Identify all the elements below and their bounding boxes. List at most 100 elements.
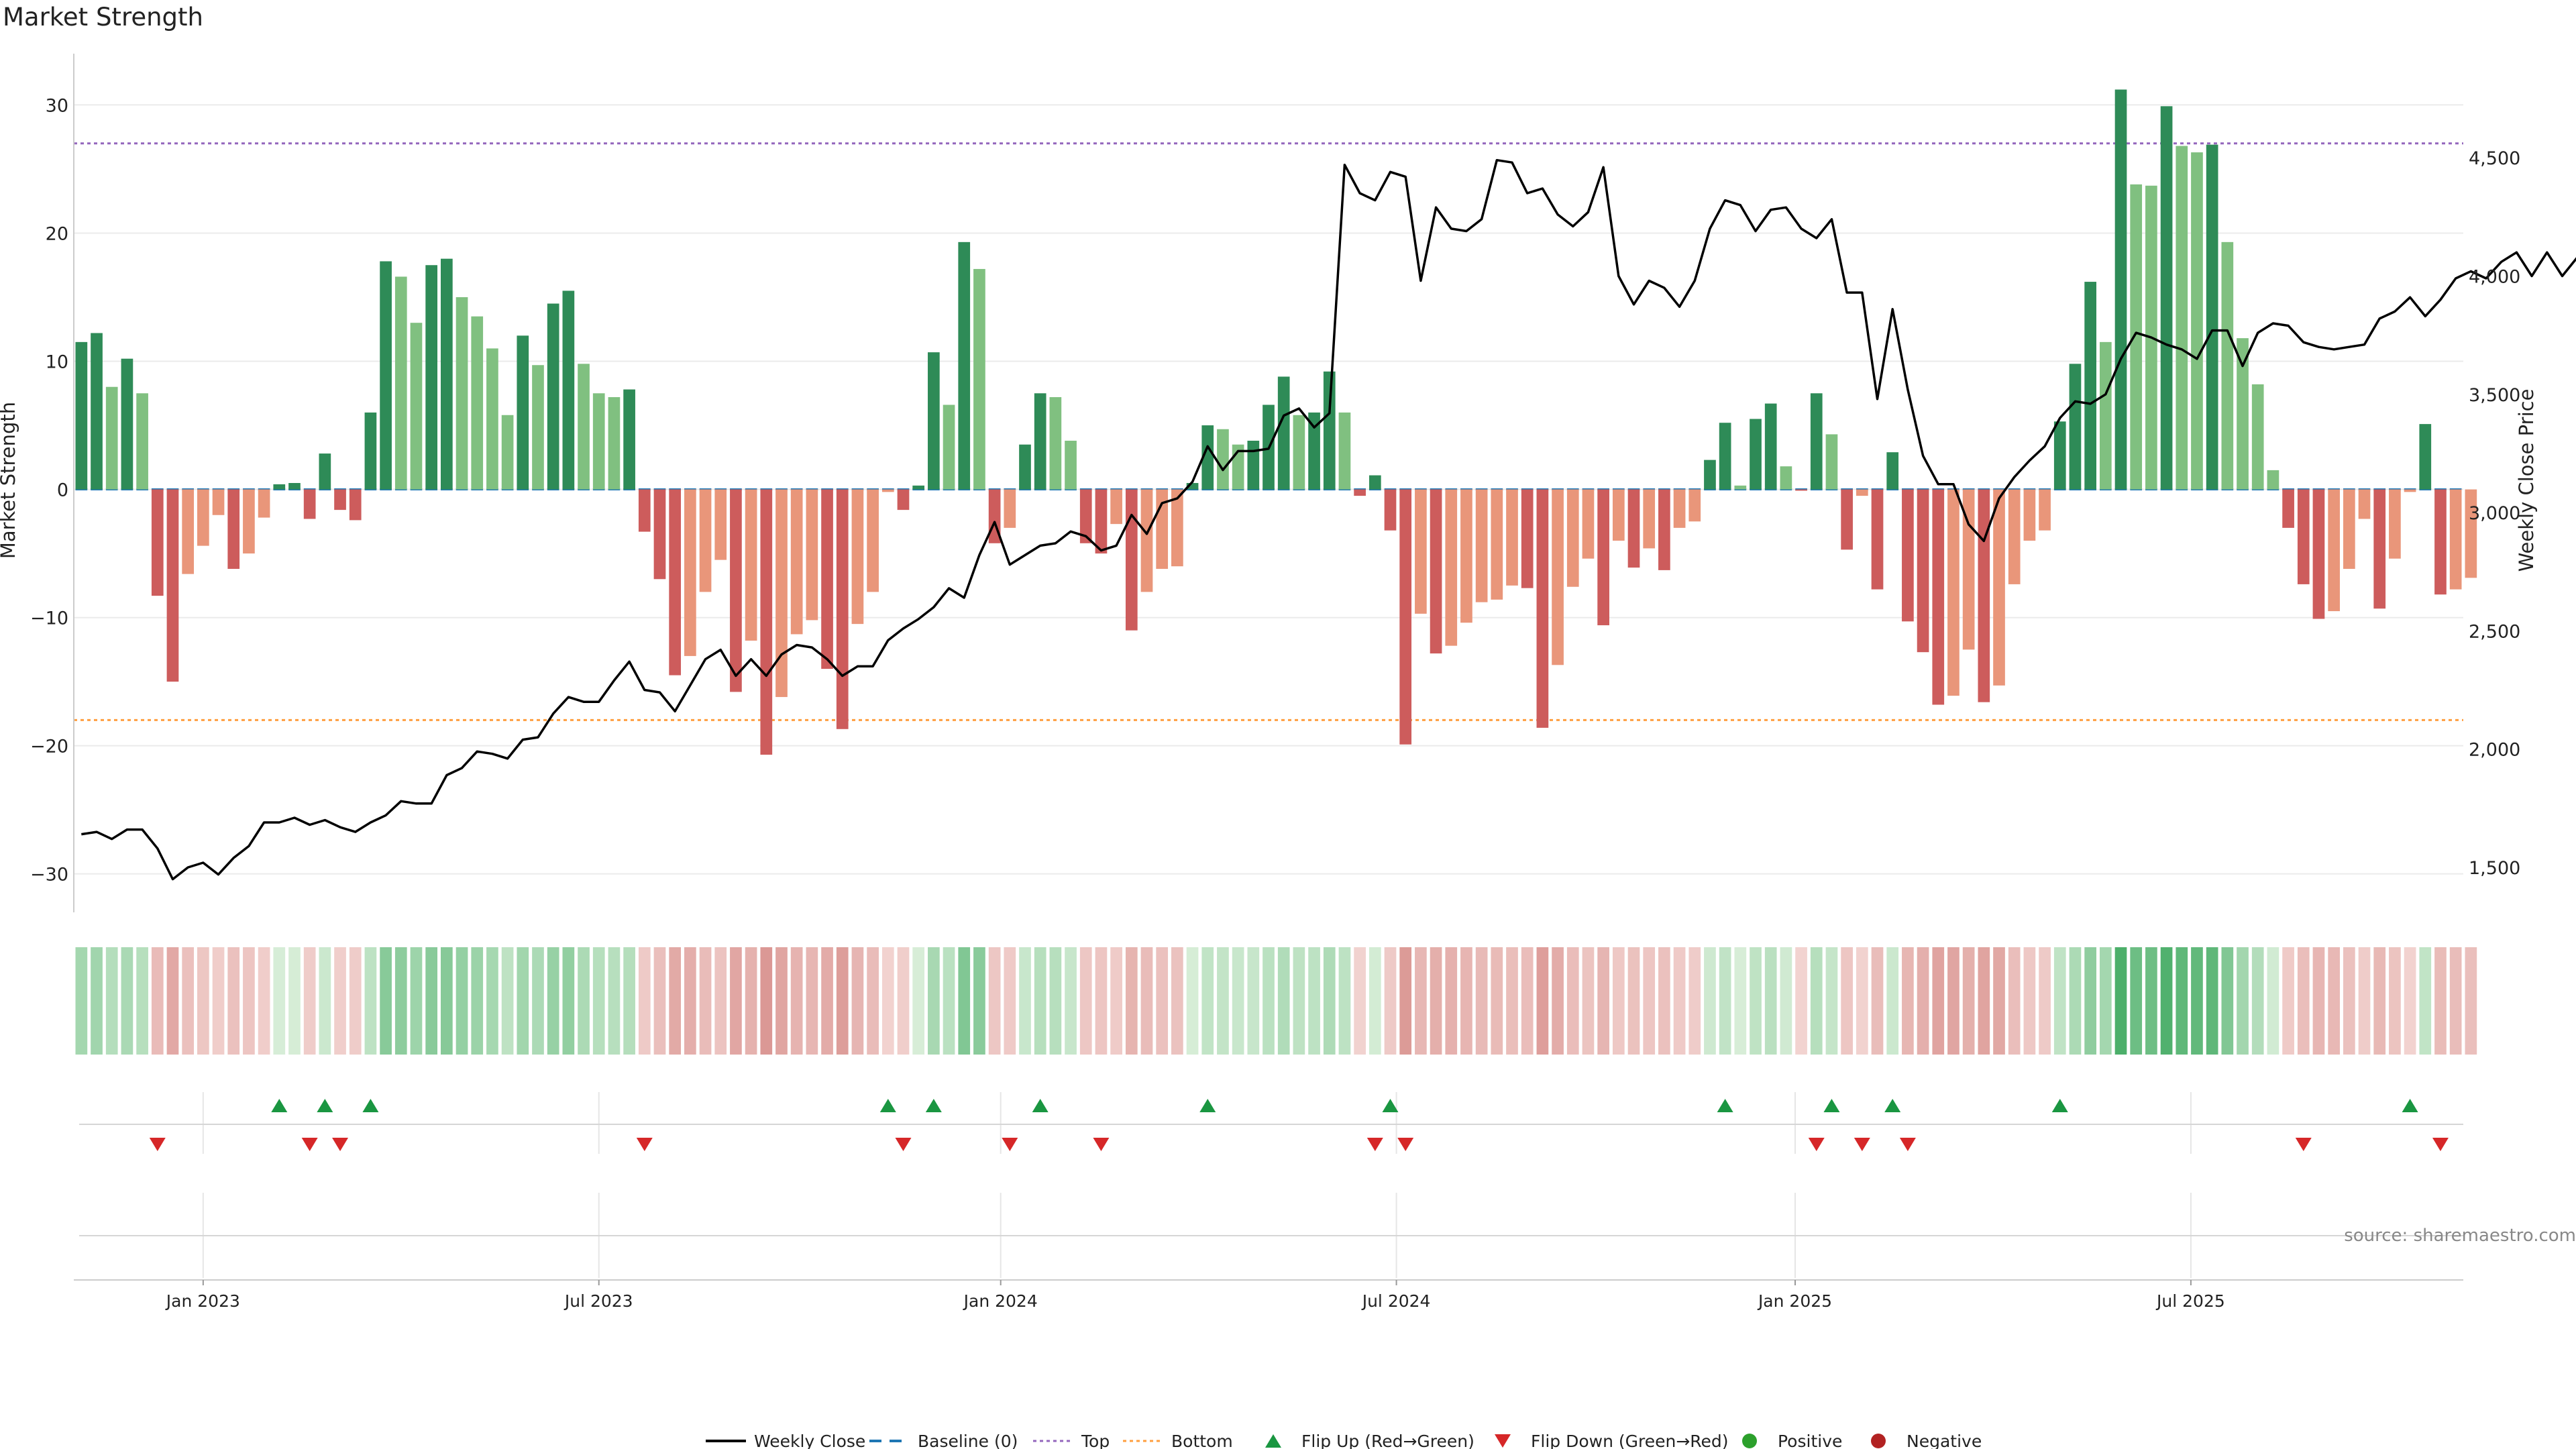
- strength-bar: [319, 453, 331, 490]
- strength-bar: [1247, 440, 1260, 490]
- flip-up-marker: [2051, 1099, 2068, 1112]
- heat-cell: [1004, 947, 1016, 1055]
- legend-label: Baseline (0): [918, 1432, 1018, 1449]
- flip-down-marker: [1093, 1138, 1110, 1151]
- strength-bar: [2449, 489, 2462, 590]
- strength-bar: [532, 365, 544, 490]
- strength-bar: [2358, 489, 2371, 519]
- legend: Weekly Close Baseline (0) Top Bottom Flip Up…: [706, 1432, 1982, 1449]
- heat-cell: [2267, 947, 2279, 1055]
- flip-down-marker: [332, 1138, 349, 1151]
- strength-bar: [1947, 489, 1960, 696]
- heat-cell: [471, 947, 484, 1055]
- heat-cell: [364, 947, 377, 1055]
- heat-cell: [2039, 947, 2051, 1055]
- strength-bar: [2039, 489, 2051, 531]
- strength-bar: [2267, 470, 2279, 490]
- strength-bar: [2099, 341, 2112, 490]
- heat-cell: [501, 947, 514, 1055]
- x-tick-label: Jan 2025: [1757, 1291, 1832, 1311]
- heat-cell: [1764, 947, 1777, 1055]
- strength-bar: [1430, 489, 1442, 654]
- right-tick-label: 2,000: [2469, 740, 2520, 761]
- heat-cell: [1932, 947, 1945, 1055]
- heat-cell: [562, 947, 575, 1055]
- strength-bar: [1049, 397, 1062, 490]
- heat-cell: [2343, 947, 2355, 1055]
- heat-cell: [2237, 947, 2249, 1055]
- strength-bar: [653, 489, 666, 580]
- heat-cell: [790, 947, 803, 1055]
- strength-bar: [2419, 424, 2432, 490]
- strength-bar: [1993, 489, 2005, 686]
- strength-bar: [455, 297, 468, 490]
- heat-cell: [1415, 947, 1427, 1055]
- strength-bar: [1217, 429, 1229, 490]
- heat-cell: [806, 947, 818, 1055]
- heat-cell: [928, 947, 940, 1055]
- strength-bar: [1399, 489, 1412, 745]
- strength-bar: [1536, 489, 1549, 728]
- heat-cell: [2389, 947, 2401, 1055]
- heat-cell: [1825, 947, 1838, 1055]
- strength-bar: [2328, 489, 2341, 612]
- heat-cell: [1232, 947, 1244, 1055]
- heat-cell: [1795, 947, 1807, 1055]
- strength-bar: [2114, 89, 2127, 490]
- heat-cell: [2114, 947, 2127, 1055]
- strength-bar: [501, 415, 514, 490]
- heat-cell: [1810, 947, 1823, 1055]
- heat-cell: [1917, 947, 1929, 1055]
- strength-bar: [699, 489, 712, 592]
- heat-cell: [105, 947, 118, 1055]
- heat-cell: [2160, 947, 2173, 1055]
- heat-cell: [273, 947, 286, 1055]
- heat-cell: [121, 947, 133, 1055]
- strength-bars: [75, 89, 2477, 755]
- strength-bar: [1780, 466, 1792, 490]
- heat-cell: [1338, 947, 1351, 1055]
- strength-bar: [2160, 106, 2173, 490]
- heat-cell: [1095, 947, 1108, 1055]
- strength-bar: [91, 333, 103, 490]
- heat-cell: [425, 947, 438, 1055]
- strength-bar: [928, 352, 940, 490]
- left-tick-label: 30: [46, 95, 68, 116]
- strength-bar: [2176, 146, 2188, 490]
- strength-bar: [821, 489, 833, 669]
- strength-bar: [669, 489, 682, 676]
- heat-cell: [227, 947, 240, 1055]
- heat-cell: [1780, 947, 1792, 1055]
- flip-down-marker: [2295, 1138, 2312, 1151]
- heat-cell: [1993, 947, 2005, 1055]
- heat-cell: [2312, 947, 2325, 1055]
- heat-cell: [1962, 947, 1975, 1055]
- heat-cell: [1856, 947, 1868, 1055]
- strength-bar: [1338, 412, 1351, 490]
- strength-bar: [1460, 489, 1472, 623]
- heat-cell: [2191, 947, 2203, 1055]
- heat-cell: [547, 947, 559, 1055]
- legend-label: Flip Down (Green→Red): [1531, 1432, 1729, 1449]
- legend-label: Weekly Close: [754, 1432, 865, 1449]
- strength-bar: [2191, 152, 2203, 490]
- heat-cell: [1368, 947, 1381, 1055]
- heat-cell: [2099, 947, 2112, 1055]
- flip-markers: [79, 1092, 2463, 1278]
- heat-cell: [1612, 947, 1625, 1055]
- flip-up-marker: [317, 1099, 333, 1112]
- flip-up-marker: [362, 1099, 379, 1112]
- strength-bar: [2373, 489, 2386, 609]
- heat-cell: [2069, 947, 2082, 1055]
- strength-bar: [1079, 489, 1092, 543]
- flip-up-marker: [925, 1099, 942, 1112]
- left-tick-label: −10: [30, 608, 68, 629]
- x-tick-label: Jul 2025: [2155, 1291, 2225, 1311]
- strength-bar: [1491, 489, 1503, 600]
- heat-cell: [2373, 947, 2386, 1055]
- heat-cell: [669, 947, 682, 1055]
- heat-cell: [1871, 947, 1884, 1055]
- strength-bar: [121, 358, 133, 490]
- strength-bar: [2206, 144, 2218, 490]
- heat-cell: [2358, 947, 2371, 1055]
